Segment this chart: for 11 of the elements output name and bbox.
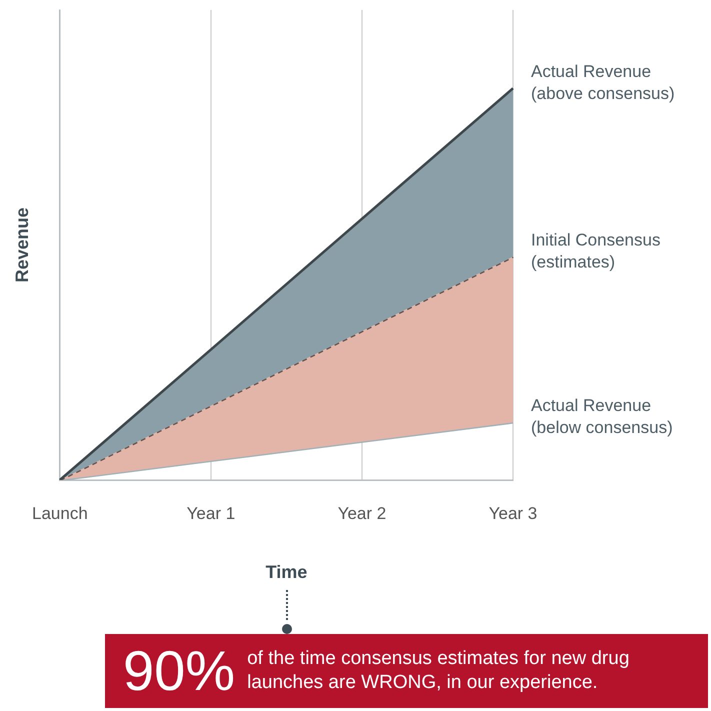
- series-label: Actual Revenue (below consensus): [531, 396, 673, 438]
- y-axis-title: Revenue: [12, 207, 32, 283]
- x-axis-title: Time: [266, 562, 308, 582]
- x-tick-label: Launch: [32, 504, 88, 523]
- x-tick-label: Year 1: [186, 504, 236, 523]
- text: of the time consensus estimates for new drug launches are WRONG, in our experience.: [247, 647, 630, 695]
- text: 90%: [123, 639, 236, 702]
- x-tick-label: Year 2: [338, 504, 386, 523]
- series-label: Initial Consensus (estimates): [531, 230, 660, 272]
- series-label: Actual Revenue (above consensus): [531, 62, 675, 104]
- x-tick-label: Year 3: [488, 504, 538, 523]
